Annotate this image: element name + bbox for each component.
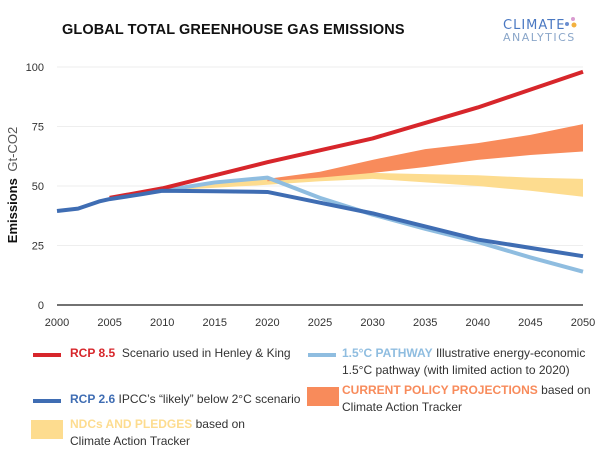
x-tick-label: 2050 <box>571 317 595 329</box>
legend-text: Scenario used in Henley & King <box>121 346 291 360</box>
x-tick-label: 2010 <box>150 317 174 329</box>
y-axis-label-unit: Gt-CO2 <box>5 127 20 172</box>
legend-text: Illustrative energy-economic 1.5°C pathw… <box>342 346 586 377</box>
legend-current-policy: CURRENT POLICY PROJECTIONS based on Clim… <box>342 382 592 416</box>
legend-swatch-rcp26 <box>33 399 61 403</box>
x-tick-label: 2025 <box>308 317 332 329</box>
legend-swatch-ndcs <box>31 420 63 439</box>
chart-title: GLOBAL TOTAL GREENHOUSE GAS EMISSIONS <box>62 22 405 38</box>
x-tick-label: 2020 <box>255 317 279 329</box>
chart: 2000 2005 2010 2015 2020 2025 2030 2035 2040 2045… <box>5 62 595 329</box>
x-tick-label: 2035 <box>413 317 437 329</box>
legend-key: RCP 2.6 <box>70 392 116 406</box>
legend-rcp26: RCP 2.6 IPCC’s “likely” below 2°C scenar… <box>70 391 300 408</box>
legend-swatch-current-policy <box>307 387 339 406</box>
line-rcp-8-5 <box>109 69 584 200</box>
y-tick-label: 100 <box>26 62 44 74</box>
y-axis-label-bold: Emissions <box>5 178 20 243</box>
legend-key: NDCs AND PLEDGES <box>70 417 193 431</box>
logo-dots-icon <box>565 17 577 28</box>
band-current-policy-projections <box>267 124 583 182</box>
legend-15c: 1.5°C PATHWAY Illustrative energy-econom… <box>342 345 597 379</box>
legend-swatch-15c <box>308 353 336 357</box>
legend-key: RCP 8.5 <box>70 346 116 360</box>
x-tick-label: 2005 <box>97 317 121 329</box>
climate-analytics-logo: CLIMATE ANALYTICS <box>503 18 576 44</box>
line-rcp-2-6 <box>56 188 584 259</box>
y-axis-label: Emissions Gt-CO2 <box>5 127 20 243</box>
legend-rcp85: RCP 8.5 Scenario used in Henley & King <box>70 345 291 362</box>
x-tick-label: 2000 <box>45 317 69 329</box>
x-tick-label: 2015 <box>203 317 227 329</box>
legend-swatch-rcp85 <box>33 353 61 357</box>
legend-text: based on Climate Action Tracker <box>342 383 591 414</box>
legend-key: CURRENT POLICY PROJECTIONS <box>342 383 538 397</box>
legend-ndcs: NDCs AND PLEDGES based on Climate Action… <box>70 416 270 450</box>
logo-line1: CLIMATE <box>503 18 566 33</box>
legend-key: 1.5°C PATHWAY <box>342 346 433 360</box>
x-tick-label: 2045 <box>518 317 542 329</box>
x-tick-label: 2030 <box>360 317 384 329</box>
y-tick-label: 50 <box>32 181 44 193</box>
y-tick-label: 75 <box>32 122 44 134</box>
y-tick-label: 25 <box>32 241 44 253</box>
y-tick-label: 0 <box>38 300 44 312</box>
legend-text: based on Climate Action Tracker <box>70 417 245 448</box>
logo-line2: ANALYTICS <box>503 31 576 44</box>
legend-text: IPCC’s “likely” below 2°C scenario <box>118 392 301 406</box>
x-tick-label: 2040 <box>466 317 490 329</box>
